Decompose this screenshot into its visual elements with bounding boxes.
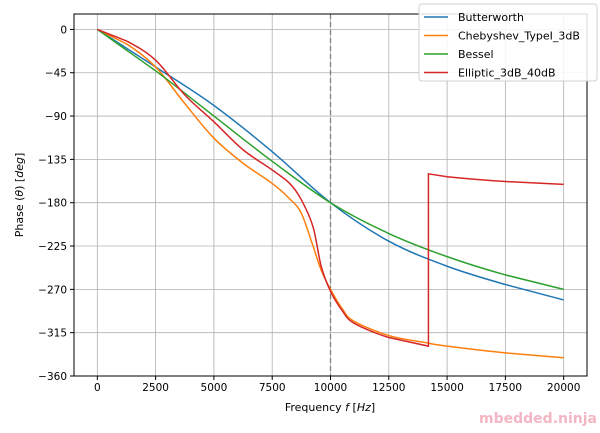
ticks: 0 2500 5000 7500 10000 12500 15000 17500 20000 0 −… [38,24,580,394]
x-tick-label: 10000 [314,382,347,394]
y-tick-label: −90 [45,111,67,123]
y-tick-label: −180 [38,198,67,210]
y-tick-label: −360 [38,371,67,383]
legend-label: Chebyshev_TypeI_3dB [458,30,580,43]
y-tick-label: −135 [38,154,67,166]
legend: Butterworth Chebyshev_TypeI_3dB Bessel Elli… [418,3,598,82]
x-tick-label: 7500 [259,382,286,394]
y-axis-label: Phase (θ) [deg] [13,153,26,238]
x-tick-label: 5000 [201,382,228,394]
x-tick-label: 0 [94,382,101,394]
x-tick-label: 2500 [142,382,169,394]
y-tick-label: 0 [60,24,67,36]
x-tick-label: 12500 [372,382,405,394]
y-tick-label: −225 [38,241,67,253]
legend-label: Butterworth [458,11,524,24]
watermark: mbedded.ninja [479,411,597,427]
series-lines [96,28,564,359]
x-tick-label: 17500 [489,382,522,394]
legend-label: Bessel [458,48,494,61]
series-bessel [96,28,564,291]
x-axis-label: Frequency f [Hz] [285,401,375,414]
series-elliptic-3db-40db [97,28,564,348]
x-tick-label: 20000 [547,382,580,394]
legend-label: Elliptic_3dB_40dB [458,67,556,80]
y-tick-label: −270 [38,284,67,296]
legend-box [418,3,598,82]
series-chebyshev-typei-3db [96,28,564,359]
y-tick-label: −45 [45,68,67,80]
y-tick-label: −315 [38,328,67,340]
x-tick-label: 15000 [430,382,463,394]
